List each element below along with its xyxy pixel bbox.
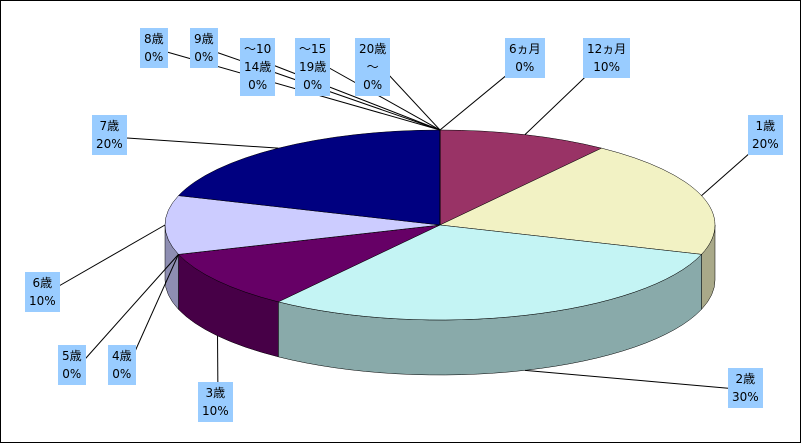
category-label: 6ヵ月 (509, 42, 541, 56)
data-label: 6歳 10% (25, 272, 60, 312)
leader-line (524, 369, 749, 391)
value-label: 0% (144, 50, 164, 64)
value-label: 0% (112, 367, 132, 381)
value-label: 0% (303, 78, 323, 92)
slice-shade (165, 225, 179, 310)
value-label: 10% (593, 60, 620, 74)
category-label: ～10 14歳 (244, 42, 272, 74)
leader-line (259, 59, 441, 131)
data-label: 6ヵ月 0% (505, 38, 545, 78)
value-label: 20% (96, 137, 123, 151)
leader-line (127, 254, 179, 368)
category-label: 5歳 (62, 349, 82, 363)
category-label: 4歳 (112, 349, 132, 363)
slice (177, 224, 441, 303)
category-label: 9歳 (194, 32, 214, 46)
leader-line (111, 136, 279, 149)
slice (164, 195, 441, 255)
data-label: ～10 14歳 0% (240, 38, 276, 96)
data-label: 2歳 30% (728, 368, 763, 408)
category-label: 2歳 (735, 372, 756, 386)
slice-shade (278, 254, 702, 376)
value-label: 10% (202, 404, 229, 418)
leader-line (77, 254, 179, 368)
value-label: 0% (194, 50, 214, 64)
data-label: 8歳 0% (140, 28, 168, 68)
data-label: 20歳 ～ 0% (355, 38, 391, 96)
slice-shade (178, 254, 279, 357)
data-label: 12ヵ月 10% (583, 38, 631, 78)
category-label: 1歳 (755, 119, 776, 133)
value-label: 30% (732, 390, 759, 404)
slice (439, 129, 603, 226)
data-label: 1歳 20% (748, 115, 783, 155)
category-label: 3歳 (205, 386, 226, 400)
category-label: 8歳 (144, 32, 164, 46)
data-label: ～15 19歳 0% (295, 38, 331, 96)
slice (277, 224, 703, 321)
value-label: 20% (752, 137, 779, 151)
value-label: 0% (62, 367, 82, 381)
value-label: 10% (29, 294, 56, 308)
category-label: 20歳 ～ (359, 42, 387, 74)
data-label: 3歳 10% (198, 382, 233, 422)
data-label: 5歳 0% (58, 345, 86, 385)
value-label: 0% (248, 78, 268, 92)
category-label: 6歳 (32, 276, 53, 290)
data-label: 4歳 0% (108, 345, 136, 385)
slice-shade (701, 225, 715, 310)
category-label: ～15 19歳 (299, 42, 327, 74)
leader-line (44, 224, 166, 295)
value-label: 0% (363, 78, 383, 92)
data-label: 9歳 0% (190, 28, 218, 68)
category-label: 7歳 (99, 119, 120, 133)
value-label: 0% (515, 60, 535, 74)
data-label: 7歳 20% (92, 115, 127, 155)
category-label: 12ヵ月 (587, 42, 627, 56)
